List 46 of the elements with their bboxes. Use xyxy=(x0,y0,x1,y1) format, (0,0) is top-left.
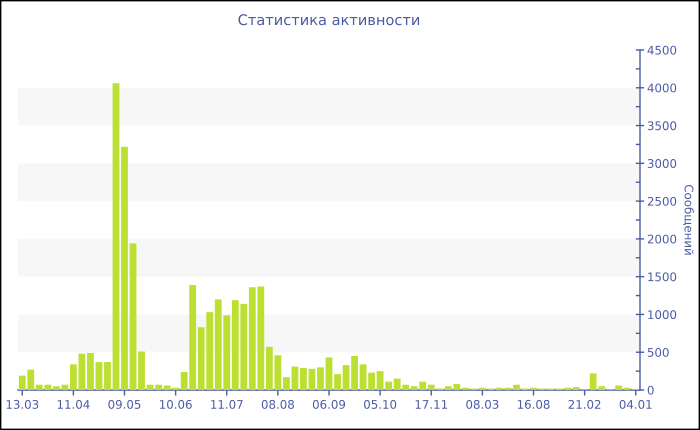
bar xyxy=(257,286,264,390)
bar xyxy=(189,284,196,390)
y-tick-label: 2500 xyxy=(648,196,676,206)
y-tick-label: 3500 xyxy=(648,121,676,130)
bar xyxy=(615,385,622,390)
y-tick-label: 1500 xyxy=(648,272,676,282)
x-tick-label: 11.04 xyxy=(58,400,90,409)
x-tick-label: 21.02 xyxy=(568,400,600,409)
x-tick-label: 09.05 xyxy=(108,400,140,409)
x-tick-label: 08.03 xyxy=(466,400,498,409)
x-tick-label: 11.07 xyxy=(211,400,243,409)
bar xyxy=(394,378,401,390)
bar xyxy=(18,376,26,390)
bar xyxy=(402,384,410,390)
bar xyxy=(44,384,52,390)
bar xyxy=(232,300,239,390)
bar xyxy=(214,299,222,390)
y-tick-label: 1000 xyxy=(648,310,676,320)
bar xyxy=(206,312,214,390)
chart-title: Статистика активности xyxy=(238,14,420,26)
y-tick-label: 0 xyxy=(648,386,654,395)
x-tick-label: 10.06 xyxy=(160,400,192,409)
bar xyxy=(240,304,248,390)
y-tick-label: 4000 xyxy=(648,84,676,92)
x-tick-label: 13.03 xyxy=(6,400,38,409)
bar xyxy=(198,327,205,390)
y-axis-title: Сообщений xyxy=(683,184,694,255)
y-tick-label: 2000 xyxy=(648,234,676,244)
x-tick-label: 05.10 xyxy=(364,400,396,409)
bar xyxy=(453,384,460,390)
y-tick-label: 4500 xyxy=(648,46,676,55)
y-tick-label: 500 xyxy=(648,348,669,357)
x-tick-label: 16.08 xyxy=(518,400,550,409)
x-tick-label: 06.09 xyxy=(312,400,346,409)
bar xyxy=(410,386,418,390)
bar xyxy=(223,315,230,390)
bar xyxy=(36,384,43,390)
y-tick-label: 3000 xyxy=(648,159,676,168)
bar xyxy=(428,384,435,390)
bar xyxy=(27,370,34,390)
x-tick-label: 17.11 xyxy=(416,400,448,409)
bar xyxy=(419,382,426,390)
x-tick-label: 08.08 xyxy=(262,400,294,409)
x-tick-label: 04.01 xyxy=(620,400,652,409)
bar xyxy=(444,386,452,390)
bar xyxy=(248,287,256,390)
